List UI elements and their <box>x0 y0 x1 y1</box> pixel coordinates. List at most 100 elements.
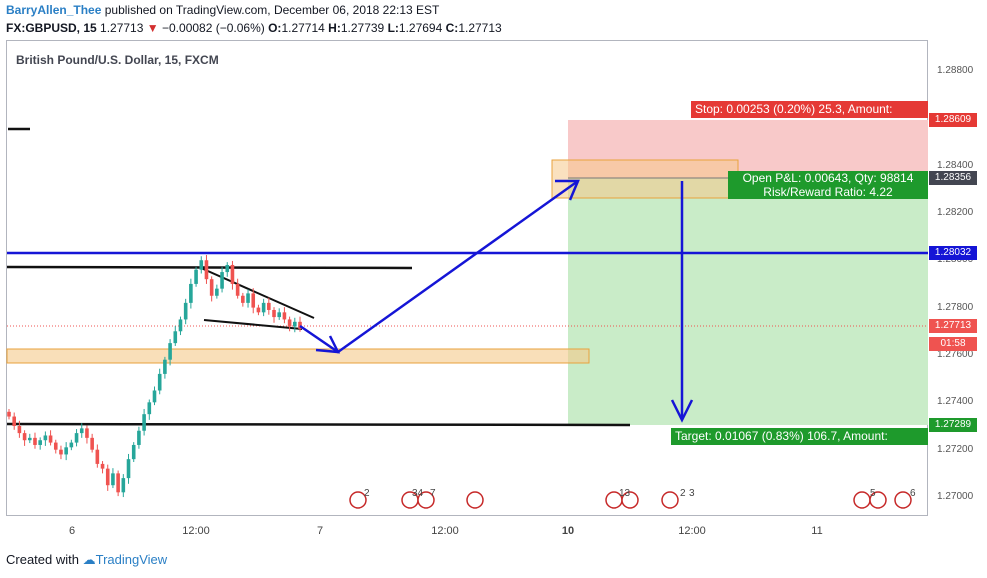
event-count: 34 <box>412 488 424 499</box>
candle-body <box>246 293 250 303</box>
us-flag-icon[interactable] <box>661 491 679 509</box>
y-tick-label: 1.27400 <box>937 396 974 408</box>
candle-body <box>105 468 110 486</box>
pnl-line-1: Open P&L: 0.00643, Qty: 98814 <box>742 171 914 185</box>
event-count: 3 <box>689 488 695 499</box>
upper-orange-zone <box>551 159 739 199</box>
candle-body <box>111 473 115 486</box>
candle-body <box>48 435 53 443</box>
candle-body <box>59 449 63 455</box>
y-tick-label: 1.27600 <box>937 348 974 360</box>
candle-body <box>137 430 141 445</box>
candle-body <box>152 390 157 403</box>
x-tick-label: 12:00 <box>431 525 459 537</box>
candle-body <box>33 437 37 445</box>
candle-body <box>79 428 84 434</box>
candle-body <box>235 283 240 296</box>
x-axis: 6 12:00 7 12:00 10 12:00 11 <box>69 525 823 537</box>
uk-flag-icon[interactable] <box>853 491 871 509</box>
high-value: 1.27739 <box>340 21 385 35</box>
footer: Created with ☁TradingView <box>6 552 167 568</box>
wedge-upper-line[interactable] <box>200 267 315 319</box>
candle-body <box>298 321 302 329</box>
candle-body <box>131 444 136 460</box>
us-flag-icon[interactable] <box>466 491 484 509</box>
candle-body <box>100 463 105 469</box>
candle-body <box>90 437 94 450</box>
candle-body <box>261 302 266 313</box>
candle-body <box>126 459 131 479</box>
wedge-lower-line[interactable] <box>203 319 303 330</box>
down-arrowhead <box>670 399 694 423</box>
event-count: 13 <box>619 488 631 499</box>
event-count: 6 <box>910 488 916 499</box>
candle-body <box>69 442 74 448</box>
event-count: 2 <box>364 488 370 499</box>
down-arrow-icon: ▼ <box>146 21 159 35</box>
y-tick-label: 1.28400 <box>937 159 974 171</box>
candle-body <box>251 293 256 308</box>
us-flag-icon[interactable] <box>894 491 912 509</box>
close-value: 1.27713 <box>458 21 502 35</box>
event-count: 7 <box>430 488 436 499</box>
created-with-label: Created with <box>6 552 79 567</box>
y-tick-label: 1.27000 <box>937 491 974 503</box>
y-tick-label: 1.27200 <box>937 443 974 455</box>
y-tick-label: 1.28200 <box>937 206 974 218</box>
target-price-box: 1.27289 <box>929 418 977 432</box>
tradingview-link[interactable]: TradingView <box>95 552 168 567</box>
candle-body <box>241 295 245 303</box>
candle-body <box>157 373 162 391</box>
path-arrowhead-2 <box>555 179 580 201</box>
candle-body <box>95 449 100 464</box>
candle-body <box>121 478 126 493</box>
candle-body <box>256 307 261 313</box>
published-text: published on TradingView.com, December 0… <box>104 3 440 17</box>
candle-body <box>287 319 292 327</box>
x-tick-label: 12:00 <box>678 525 706 537</box>
candle-body <box>204 260 209 280</box>
uk-flag-icon[interactable] <box>349 491 367 509</box>
candle-body <box>277 312 282 318</box>
candle-body <box>293 321 297 327</box>
black-bottom-line[interactable] <box>6 422 631 427</box>
stop-tag[interactable]: Stop: 0.00253 (0.20%) 25.3, Amount: <box>691 101 928 118</box>
path-arrowhead-1 <box>315 335 341 354</box>
candle-body <box>7 411 11 417</box>
candle-body <box>199 260 204 270</box>
y-tick-label: 1.27800 <box>937 301 974 313</box>
author-link[interactable]: BarryAllen_Thee <box>6 3 102 17</box>
candle-body <box>64 447 68 455</box>
target-zone <box>568 178 928 425</box>
us-flag-icon[interactable] <box>417 491 435 509</box>
x-tick-label: 10 <box>562 525 574 537</box>
candle-body <box>183 302 188 320</box>
pnl-tag[interactable]: Open P&L: 0.00643, Qty: 98814 Risk/Rewar… <box>728 171 928 199</box>
us-flag-icon[interactable] <box>869 491 887 509</box>
candle-body <box>53 442 58 450</box>
candle-body <box>173 331 178 344</box>
candle-body <box>12 416 16 427</box>
lower-orange-zone <box>6 348 590 364</box>
candle-body <box>178 319 183 332</box>
x-tick-label: 12:00 <box>182 525 210 537</box>
last-price-box: 1.27713 <box>929 319 977 333</box>
open-value: 1.27714 <box>281 21 325 35</box>
event-count: 2 <box>680 488 686 499</box>
candle-body <box>116 473 120 493</box>
y-tick-label: 1.28800 <box>937 64 974 76</box>
uk-flag-icon[interactable] <box>621 491 639 509</box>
candle-body <box>230 264 235 284</box>
candle-body <box>38 440 42 445</box>
candle-body <box>85 428 89 438</box>
target-tag[interactable]: Target: 0.01067 (0.83%) 106.7, Amount: <box>671 428 928 445</box>
candle-body <box>209 279 214 296</box>
x-tick-label: 7 <box>317 525 323 537</box>
candle-body <box>74 433 79 443</box>
candle-body <box>17 426 22 434</box>
tradingview-logo-icon: ☁ <box>82 552 96 567</box>
black-top-line[interactable] <box>6 265 413 270</box>
publish-header: BarryAllen_Thee published on TradingView… <box>6 3 439 17</box>
candle-body <box>220 272 224 289</box>
